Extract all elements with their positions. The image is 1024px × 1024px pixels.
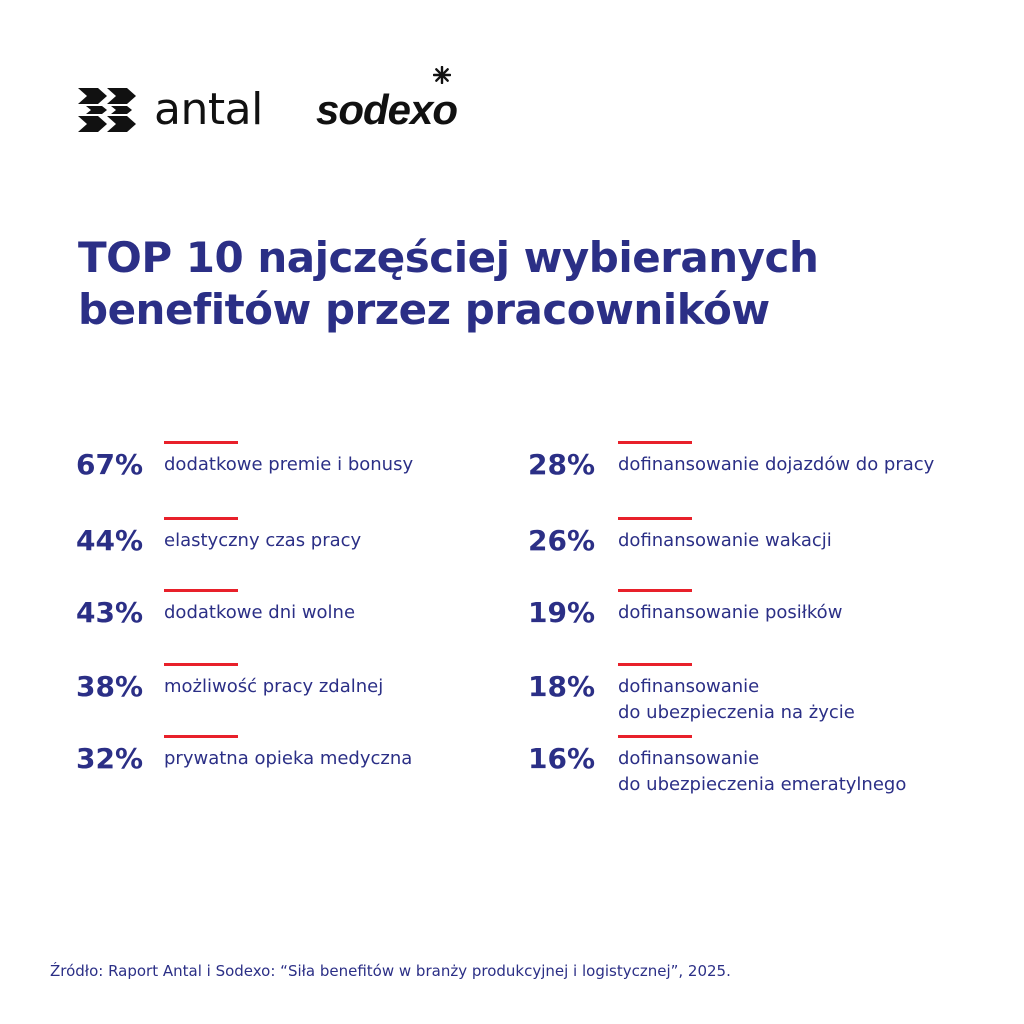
benefit-label-line: możliwość pracy zdalnej (164, 676, 384, 697)
benefit-accent-line (164, 663, 238, 666)
antal-logo-icon (78, 88, 136, 132)
benefit-accent-line (164, 441, 238, 444)
benefit-label: możliwość pracy zdalnej (164, 674, 383, 700)
benefit-label: prywatna opieka medyczna (164, 746, 412, 772)
benefit-accent-line (164, 589, 238, 592)
benefit-label: dodatkowe dni wolne (164, 600, 355, 626)
benefit-accent-line (618, 735, 692, 738)
benefit-label-line: do ubezpieczenia emeratylnego (618, 774, 907, 795)
benefit-accent-line (164, 517, 238, 520)
benefit-percent: 26% (528, 524, 596, 557)
benefit-percent: 32% (76, 742, 144, 775)
benefit-percent: 38% (76, 670, 144, 703)
benefit-percent: 28% (528, 448, 596, 481)
benefit-label-line: prywatna opieka medyczna (164, 748, 413, 769)
benefit-label-line: dofinansowanie posiłków (618, 602, 843, 623)
benefit-label-line: dofinansowanie dojazdów do pracy (618, 454, 935, 475)
benefit-label-line: dodatkowe premie i bonusy (164, 454, 414, 475)
benefit-accent-line (164, 735, 238, 738)
benefit-accent-line (618, 441, 692, 444)
benefit-label-line: elastyczny czas pracy (164, 530, 362, 551)
benefit-percent: 44% (76, 524, 144, 557)
benefit-percent: 16% (528, 742, 596, 775)
benefit-label-line: dofinansowanie wakacji (618, 530, 832, 551)
benefit-label-line: dofinansowanie (618, 676, 760, 697)
sodexo-logo-text: sodexo (316, 86, 458, 133)
benefit-percent: 67% (76, 448, 144, 481)
benefit-label: dofinansowanie posiłków (618, 600, 842, 626)
benefit-label: dofinansowanie do ubezpieczenia emeratyln… (618, 746, 906, 798)
benefit-label: dofinansowanie do ubezpieczenia na życie (618, 674, 855, 726)
benefit-label-line: do ubezpieczenia na życie (618, 702, 855, 723)
benefit-percent: 18% (528, 670, 596, 703)
chart-title: TOP 10 najczęściej wybieranych benefitów… (78, 232, 978, 336)
benefit-percent: 43% (76, 596, 144, 629)
benefit-label-line: dodatkowe dni wolne (164, 602, 356, 623)
source-note: Źródło: Raport Antal i Sodexo: “Siła ben… (50, 962, 731, 980)
benefit-label-line: dofinansowanie (618, 748, 760, 769)
sodexo-star-icon (433, 66, 451, 84)
benefit-label: dofinansowanie dojazdów do pracy (618, 452, 934, 478)
benefit-accent-line (618, 517, 692, 520)
benefit-label: dodatkowe premie i bonusy (164, 452, 413, 478)
benefit-accent-line (618, 589, 692, 592)
benefit-label: elastyczny czas pracy (164, 528, 361, 554)
benefit-label: dofinansowanie wakacji (618, 528, 832, 554)
chart-title-line-2: benefitów przez pracowników (78, 285, 770, 334)
benefit-percent: 19% (528, 596, 596, 629)
chart-title-line-1: TOP 10 najczęściej wybieranych (78, 233, 819, 282)
antal-logo-text: antal (154, 84, 263, 135)
benefit-accent-line (618, 663, 692, 666)
